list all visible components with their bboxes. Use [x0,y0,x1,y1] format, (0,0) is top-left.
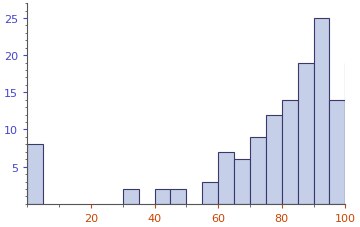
Bar [27,145,43,204]
Bar [314,19,329,204]
Bar [345,63,360,204]
Bar [298,63,314,204]
Bar [154,189,170,204]
Bar [218,152,234,204]
Bar [202,182,218,204]
Bar [250,137,266,204]
Bar [266,115,282,204]
Bar [234,160,250,204]
Bar [170,189,186,204]
Bar [123,189,139,204]
Bar [329,100,345,204]
Bar [282,100,298,204]
